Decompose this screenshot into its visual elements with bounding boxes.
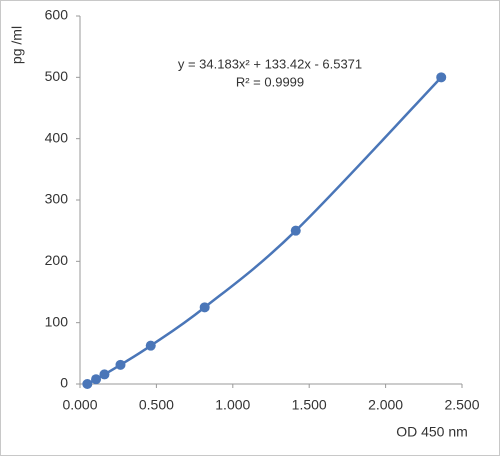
point bbox=[290, 225, 301, 236]
point bbox=[199, 302, 210, 313]
y-tick-label: 0 bbox=[60, 375, 68, 391]
y-tick-label: 500 bbox=[45, 68, 69, 84]
point bbox=[82, 379, 93, 389]
x-tick-label: 0.000 bbox=[62, 397, 97, 413]
r-squared: R² = 0.9999 bbox=[236, 74, 304, 89]
x-tick-label: 1.000 bbox=[215, 397, 250, 413]
x-tick-label: 2.500 bbox=[444, 397, 479, 413]
point bbox=[91, 374, 102, 385]
x-tick-label: 2.000 bbox=[368, 397, 403, 413]
equation: y = 34.183x² + 133.42x - 6.5371 bbox=[178, 56, 362, 71]
point bbox=[99, 369, 110, 380]
y-tick-label: 300 bbox=[45, 191, 69, 207]
y-tick-label: 400 bbox=[45, 129, 69, 145]
point bbox=[145, 340, 156, 351]
point bbox=[115, 359, 126, 370]
x-axis-label: OD 450 nm bbox=[396, 424, 468, 440]
y-tick-label: 200 bbox=[45, 252, 69, 268]
y-tick-label: 100 bbox=[45, 313, 69, 329]
x-tick-label: 0.500 bbox=[139, 397, 174, 413]
y-axis-label: pg /ml bbox=[9, 26, 25, 64]
x-tick-label: 1.500 bbox=[292, 397, 327, 413]
point bbox=[436, 72, 447, 83]
y-tick-label: 600 bbox=[45, 7, 69, 23]
